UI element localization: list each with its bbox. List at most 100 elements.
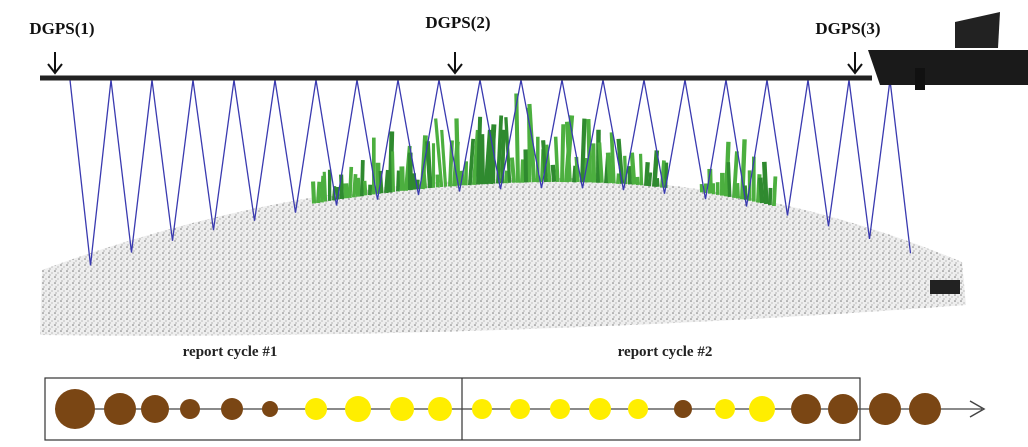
- plant: [509, 157, 517, 183]
- plant: [732, 151, 739, 198]
- plant: [771, 176, 778, 207]
- plant: [407, 152, 413, 191]
- plant: [541, 140, 549, 183]
- plant: [544, 144, 552, 183]
- report-dot: [628, 399, 648, 419]
- dgps-label: DGPS(3): [815, 19, 880, 38]
- plant: [597, 142, 604, 183]
- plant: [651, 150, 660, 187]
- plant: [560, 124, 566, 183]
- plant: [574, 156, 580, 183]
- plant: [322, 171, 328, 202]
- plant: [434, 118, 444, 188]
- plant: [431, 143, 436, 188]
- plant: [715, 182, 720, 195]
- plant: [627, 166, 633, 185]
- dgps-label: DGPS(1): [29, 19, 94, 38]
- ship-hull: [868, 50, 1028, 85]
- plant: [707, 168, 713, 194]
- arrow: [847, 52, 863, 75]
- plant: [355, 177, 361, 197]
- plant: [463, 161, 469, 186]
- plant: [659, 160, 666, 188]
- plant: [767, 187, 773, 206]
- plant: [367, 184, 373, 196]
- cycle-label: report cycle #1: [183, 344, 278, 360]
- plant: [347, 166, 354, 198]
- vegetation: [311, 93, 778, 207]
- plant: [523, 149, 529, 183]
- ship: [868, 12, 1028, 90]
- plant: [735, 183, 740, 199]
- plant: [638, 153, 644, 186]
- report-dot: [674, 400, 692, 418]
- plant: [396, 170, 401, 192]
- plant: [553, 136, 560, 183]
- plant: [550, 164, 557, 183]
- plant: [514, 93, 521, 183]
- dgps-label: DGPS(2): [425, 13, 490, 32]
- plant: [496, 115, 504, 184]
- plant: [644, 162, 650, 186]
- beam-path: [69, 79, 912, 266]
- sonar-beams: [69, 79, 912, 266]
- plant: [343, 183, 349, 199]
- seabed: [40, 177, 966, 336]
- report-dot: [749, 396, 775, 422]
- plant: [362, 180, 368, 196]
- rock: [930, 280, 960, 294]
- plant: [425, 141, 433, 189]
- plant: [726, 162, 732, 197]
- plant: [752, 156, 756, 202]
- plant: [711, 183, 716, 195]
- plant: [648, 172, 653, 187]
- plant: [635, 176, 640, 186]
- plant: [564, 121, 572, 183]
- plant: [699, 184, 704, 193]
- report-dot: [472, 399, 492, 419]
- report-dot: [828, 394, 858, 424]
- timeline-arrow: [969, 400, 986, 418]
- report-dot: [791, 394, 821, 424]
- plant: [580, 118, 587, 183]
- report-dot: [55, 389, 95, 429]
- seabed-hill: [40, 177, 966, 336]
- plant: [739, 139, 747, 200]
- report-dot: [869, 393, 901, 425]
- plant: [440, 129, 448, 187]
- cycle-label: report cycle #2: [618, 344, 713, 360]
- plant: [327, 169, 332, 201]
- plant: [475, 116, 483, 185]
- report-dot: [305, 398, 327, 420]
- report-dot: [180, 399, 200, 419]
- plant: [399, 166, 405, 191]
- report-dot: [428, 397, 452, 421]
- plant: [655, 178, 660, 187]
- report-dot: [104, 393, 136, 425]
- report-dot: [262, 401, 278, 417]
- report-dot: [390, 397, 414, 421]
- dgps-arrows: [47, 52, 863, 75]
- plant: [591, 143, 597, 183]
- plant: [467, 138, 476, 186]
- arrow: [47, 52, 63, 75]
- plant: [372, 137, 376, 195]
- plant: [762, 161, 769, 205]
- report-dot: [715, 399, 735, 419]
- plant: [391, 151, 396, 192]
- plant: [500, 129, 506, 184]
- plant: [616, 138, 625, 184]
- report-dot: [589, 398, 611, 420]
- report-timeline: [44, 377, 986, 441]
- report-dot: [141, 395, 169, 423]
- transducer: [915, 68, 925, 90]
- report-dots: [55, 389, 941, 429]
- plant: [422, 168, 428, 189]
- plant: [484, 129, 493, 185]
- plant: [316, 181, 322, 204]
- arrow: [447, 52, 463, 75]
- ship-cabin: [955, 12, 1000, 48]
- plant: [311, 181, 317, 204]
